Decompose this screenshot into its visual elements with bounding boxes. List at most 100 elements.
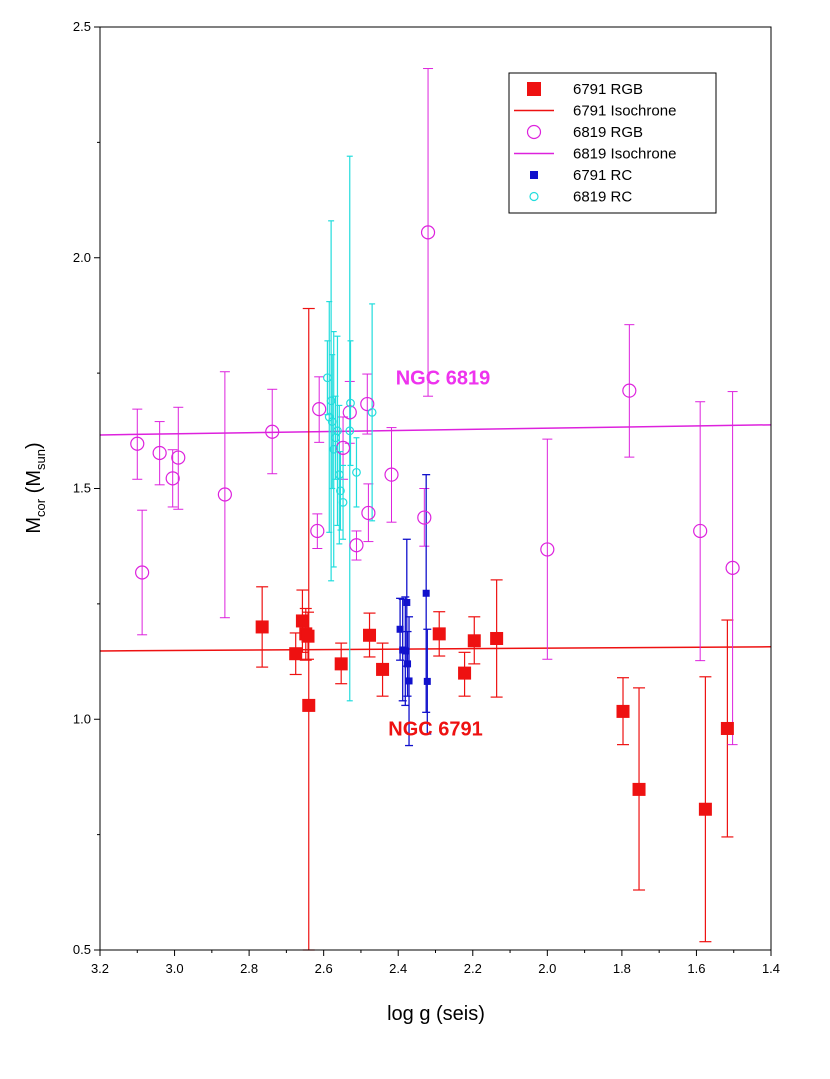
- x-tick-label: 1.6: [687, 961, 705, 976]
- annotation-ngc-6791: NGC 6791: [388, 718, 483, 740]
- legend-label: 6791 Isochrone: [573, 103, 676, 120]
- data-point: [467, 634, 481, 648]
- y-tick-label: 1.5: [73, 481, 91, 496]
- data-point: [326, 396, 336, 406]
- data-point: [363, 628, 377, 642]
- data-point: [322, 373, 332, 383]
- x-tick-label: 2.4: [389, 961, 407, 976]
- data-point: [130, 436, 145, 451]
- x-tick-label: 2.8: [240, 961, 258, 976]
- data-point: [334, 470, 344, 480]
- legend-box: [508, 72, 717, 214]
- data-point: [720, 721, 734, 735]
- data-point: [289, 647, 303, 661]
- y-tick-label: 2.0: [73, 250, 91, 265]
- y-axis-label-sub-sun: sun: [33, 449, 48, 470]
- data-point: [265, 424, 280, 439]
- x-axis-label: log g (seis): [387, 1003, 485, 1025]
- data-point: [217, 487, 232, 502]
- data-point: [327, 417, 337, 426]
- data-point: [401, 647, 409, 655]
- y-axis-label-mid: (M: [23, 470, 45, 499]
- data-point: [360, 396, 375, 412]
- x-tick-label: 3.2: [91, 961, 109, 976]
- data-point: [403, 598, 411, 606]
- data-point: [693, 523, 708, 539]
- data-point: [333, 426, 342, 436]
- data-point: [345, 426, 355, 436]
- y-tick-label: 0.5: [73, 942, 91, 957]
- data-point: [361, 505, 376, 521]
- data-point: [302, 698, 316, 712]
- legend-label: 6791 RGB: [573, 81, 643, 98]
- data-point: [329, 444, 339, 454]
- x-tick-label: 2.6: [315, 961, 333, 976]
- y-axis-label-sub-cor: cor: [33, 498, 48, 517]
- x-tick-label: 1.4: [762, 961, 780, 976]
- y-tick-label: 1.0: [73, 711, 91, 726]
- data-point: [135, 565, 150, 580]
- marker-layer: [130, 225, 740, 816]
- data-point: [367, 407, 377, 417]
- data-point: [632, 782, 646, 796]
- data-point: [336, 486, 345, 496]
- data-point: [422, 589, 430, 597]
- x-tick-label: 1.8: [613, 961, 631, 976]
- data-point: [423, 677, 431, 685]
- data-point: [255, 620, 269, 634]
- data-point: [312, 402, 327, 417]
- legend-swatch: [526, 124, 542, 140]
- legend-label: 6819 RC: [573, 189, 632, 206]
- isochrone-line: [99, 424, 772, 436]
- legend-swatch: [530, 171, 538, 179]
- data-point: [352, 467, 361, 477]
- isochrone-line: [99, 646, 772, 652]
- data-point: [335, 440, 351, 455]
- data-point: [324, 412, 334, 422]
- data-point: [432, 627, 446, 641]
- data-point: [384, 467, 399, 482]
- data-point: [152, 445, 167, 461]
- data-point: [165, 471, 180, 486]
- data-point: [490, 631, 504, 645]
- data-point: [349, 538, 364, 553]
- legend-swatch: [529, 191, 539, 202]
- data-point: [334, 657, 348, 671]
- legend-label: 6819 Isochrone: [573, 146, 676, 163]
- legend: 6791 RGB 6791 Isochrone 6819 RGB 6819 Isoch…: [508, 72, 717, 214]
- data-point: [404, 660, 412, 668]
- data-point: [396, 625, 404, 633]
- y-axis-label: Mcor (Msun): [23, 442, 48, 533]
- data-point: [405, 677, 413, 685]
- axis-layer: 3.2 3.0 2.8 2.6 2.4 2.2 2.0 1.8 1.6 1.4 0.5 1.0 1.5 2…: [73, 19, 780, 976]
- y-axis-label-end: ): [23, 442, 45, 449]
- data-point: [616, 704, 630, 718]
- data-point: [417, 510, 432, 525]
- data-point: [698, 802, 712, 816]
- legend-label: 6819 RGB: [573, 124, 643, 141]
- x-tick-label: 3.0: [166, 961, 184, 976]
- data-point: [301, 629, 315, 643]
- data-point: [338, 497, 348, 507]
- annotation-ngc-6819: NGC 6819: [396, 368, 491, 390]
- data-point: [342, 405, 357, 420]
- data-point: [346, 398, 355, 408]
- data-point: [376, 662, 390, 676]
- data-point: [622, 383, 637, 398]
- data-point: [458, 666, 472, 680]
- y-tick-label: 2.5: [73, 19, 91, 34]
- data-point: [171, 450, 186, 465]
- data-point: [540, 542, 555, 557]
- legend-swatch: [527, 82, 541, 96]
- legend-label: 6791 RC: [573, 167, 632, 184]
- legend-items: 6791 RGB 6791 Isochrone 6819 RGB 6819 Isoch…: [514, 81, 676, 206]
- x-tick-label: 2.0: [538, 961, 556, 976]
- data-point: [310, 523, 325, 539]
- x-tick-label: 2.2: [464, 961, 482, 976]
- data-point: [295, 614, 309, 628]
- y-axis-label-main: M: [23, 517, 45, 534]
- isochrone-layer: [99, 424, 772, 652]
- data-point: [725, 560, 740, 575]
